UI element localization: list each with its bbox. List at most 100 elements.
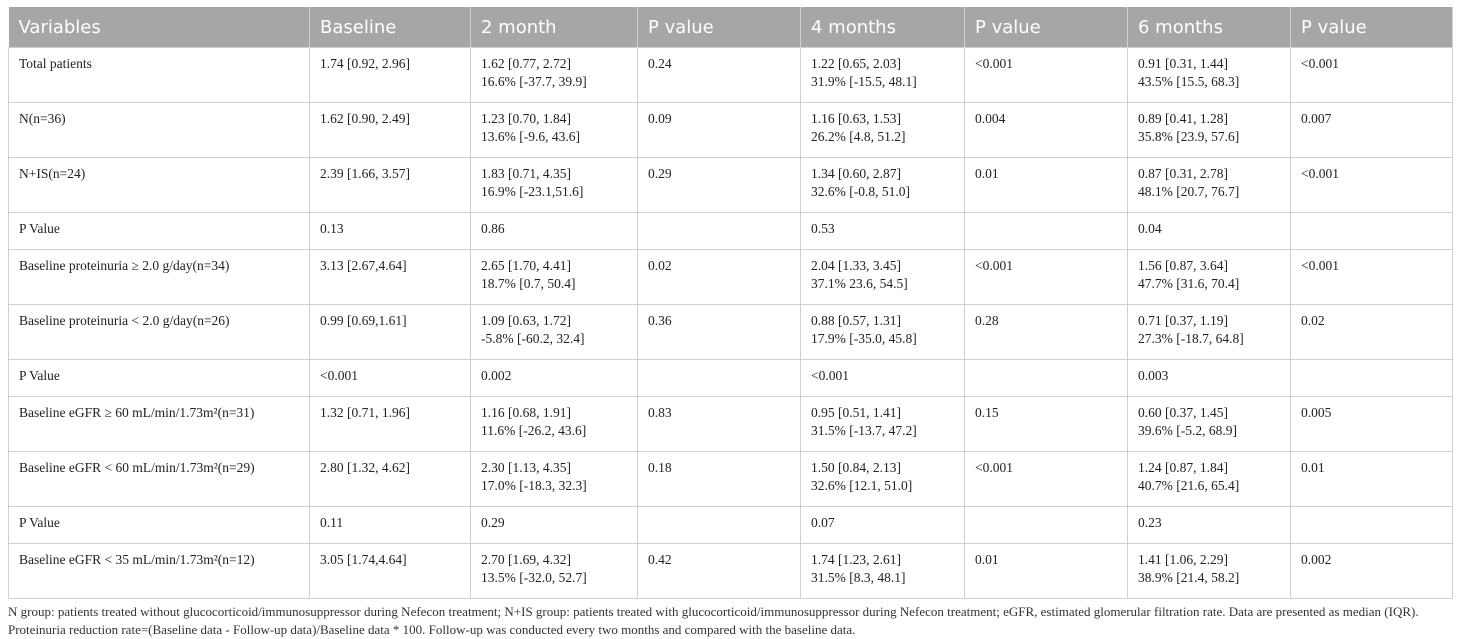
table-cell: P Value: [8, 359, 310, 397]
table-cell: <0.001: [964, 47, 1128, 103]
table-cell: [637, 506, 801, 544]
table-cell: N(n=36): [8, 102, 310, 158]
cell-line: 0.29: [481, 515, 505, 530]
cell-line: 26.2% [4.8, 51.2]: [811, 129, 906, 144]
table-cell: [1290, 212, 1453, 250]
table-cell: Total patients: [8, 47, 310, 103]
header-cell: Variables: [8, 7, 310, 48]
table-cell: 1.16 [0.63, 1.53] 26.2% [4.8, 51.2]: [800, 102, 965, 158]
cell-line: <0.001: [1301, 166, 1339, 181]
cell-line: 17.0% [-18.3, 32.3]: [481, 478, 587, 493]
cell-line: 0.42: [648, 552, 672, 567]
table-cell: 0.11: [309, 506, 471, 544]
cell-line: 0.88 [0.57, 1.31]: [811, 313, 901, 328]
cell-line: <0.001: [975, 56, 1013, 71]
table-row: Baseline eGFR < 35 mL/min/1.73m²(n=12) 3.…: [8, 543, 1453, 599]
table-cell: 0.86: [470, 212, 638, 250]
cell-line: 16.6% [-37.7, 39.9]: [481, 74, 587, 89]
table-cell: 0.71 [0.37, 1.19] 27.3% [-18.7, 64.8]: [1127, 304, 1291, 360]
cell-line: 0.13: [320, 221, 344, 236]
cell-line: 47.7% [31.6, 70.4]: [1138, 276, 1240, 291]
cell-line: 31.5% [8.3, 48.1]: [811, 570, 906, 585]
cell-line: Baseline proteinuria < 2.0 g/day(n=26): [19, 313, 230, 328]
table-cell: 0.02: [637, 249, 801, 305]
table-cell: Baseline proteinuria ≥ 2.0 g/day(n=34): [8, 249, 310, 305]
table-cell: 0.53: [800, 212, 965, 250]
table-cell: 0.002: [1290, 543, 1453, 599]
table-cell: Baseline proteinuria < 2.0 g/day(n=26): [8, 304, 310, 360]
cell-line: 31.5% [-13.7, 47.2]: [811, 423, 917, 438]
footnote: N group: patients treated without glucoc…: [8, 604, 1419, 637]
table-row: Baseline eGFR ≥ 60 mL/min/1.73m²(n=31) 1.…: [8, 396, 1453, 452]
table-cell: 2.65 [1.70, 4.41] 18.7% [0.7, 50.4]: [470, 249, 638, 305]
cell-line: 1.41 [1.06, 2.29]: [1138, 552, 1228, 567]
cell-line: 1.62 [0.77, 2.72]: [481, 56, 571, 71]
cell-line: 0.004: [975, 111, 1006, 126]
table-cell: <0.001: [1290, 47, 1453, 103]
cell-line: Baseline eGFR < 35 mL/min/1.73m²(n=12): [19, 552, 255, 567]
table-cell: 0.18: [637, 451, 801, 507]
table-row: P Value 0.11 0.29 0.07 0.23: [8, 506, 1453, 544]
table-row: Baseline eGFR < 60 mL/min/1.73m²(n=29) 2.…: [8, 451, 1453, 507]
table-cell: 0.36: [637, 304, 801, 360]
table-cell: Baseline eGFR < 35 mL/min/1.73m²(n=12): [8, 543, 310, 599]
table-cell: <0.001: [964, 249, 1128, 305]
header-cell: 6 months: [1127, 7, 1291, 48]
cell-line: 1.23 [0.70, 1.84]: [481, 111, 571, 126]
cell-line: 0.60 [0.37, 1.45]: [1138, 405, 1228, 420]
cell-line: N+IS(n=24): [19, 166, 86, 181]
table-cell: <0.001: [1290, 157, 1453, 213]
header-cell: Baseline: [309, 7, 471, 48]
table-cell: 0.89 [0.41, 1.28] 35.8% [23.9, 57.6]: [1127, 102, 1291, 158]
table-cell: [964, 359, 1128, 397]
table-cell: 0.95 [0.51, 1.41] 31.5% [-13.7, 47.2]: [800, 396, 965, 452]
header-cell: P value: [637, 7, 801, 48]
cell-line: P Value: [19, 368, 60, 383]
cell-line: N(n=36): [19, 111, 66, 126]
table-cell: <0.001: [1290, 249, 1453, 305]
table-cell: 0.15: [964, 396, 1128, 452]
table-cell: [637, 359, 801, 397]
table-cell: 0.01: [964, 157, 1128, 213]
cell-line: <0.001: [975, 460, 1013, 475]
cell-line: Baseline eGFR ≥ 60 mL/min/1.73m²(n=31): [19, 405, 255, 420]
table-cell: 0.005: [1290, 396, 1453, 452]
table-cell: 0.07: [800, 506, 965, 544]
cell-line: 32.6% [-0.8, 51.0]: [811, 184, 910, 199]
table-cell: 1.74 [1.23, 2.61] 31.5% [8.3, 48.1]: [800, 543, 965, 599]
table-cell: 0.01: [1290, 451, 1453, 507]
table-cell: 1.16 [0.68, 1.91] 11.6% [-26.2, 43.6]: [470, 396, 638, 452]
table-cell: [1290, 359, 1453, 397]
cell-line: 0.99 [0.69,1.61]: [320, 313, 407, 328]
cell-line: 1.50 [0.84, 2.13]: [811, 460, 901, 475]
cell-line: P Value: [19, 515, 60, 530]
table-cell: Baseline eGFR < 60 mL/min/1.73m²(n=29): [8, 451, 310, 507]
cell-line: 48.1% [20.7, 76.7]: [1138, 184, 1240, 199]
cell-line: 35.8% [23.9, 57.6]: [1138, 129, 1240, 144]
cell-line: 0.007: [1301, 111, 1332, 126]
table-cell: 0.88 [0.57, 1.31] 17.9% [-35.0, 45.8]: [800, 304, 965, 360]
cell-line: 0.01: [1301, 460, 1325, 475]
cell-line: <0.001: [811, 368, 849, 383]
table-cell: <0.001: [309, 359, 471, 397]
cell-line: 3.05 [1.74,4.64]: [320, 552, 407, 567]
cell-line: 1.16 [0.63, 1.53]: [811, 111, 901, 126]
table-cell: 0.91 [0.31, 1.44] 43.5% [15.5, 68.3]: [1127, 47, 1291, 103]
cell-line: 0.04: [1138, 221, 1162, 236]
cell-line: 0.91 [0.31, 1.44]: [1138, 56, 1228, 71]
cell-line: 1.34 [0.60, 2.87]: [811, 166, 901, 181]
header-cell: 4 months: [800, 7, 965, 48]
cell-line: 1.74 [1.23, 2.61]: [811, 552, 901, 567]
cell-line: 1.56 [0.87, 3.64]: [1138, 258, 1228, 273]
table-cell: 1.50 [0.84, 2.13] 32.6% [12.1, 51.0]: [800, 451, 965, 507]
table-row: P Value <0.001 0.002 <0.001 0.003: [8, 359, 1453, 397]
cell-line: 0.01: [975, 552, 999, 567]
cell-line: 43.5% [15.5, 68.3]: [1138, 74, 1240, 89]
table-cell: 0.04: [1127, 212, 1291, 250]
cell-line: 0.005: [1301, 405, 1332, 420]
cell-line: 0.53: [811, 221, 835, 236]
cell-line: Baseline proteinuria ≥ 2.0 g/day(n=34): [19, 258, 230, 273]
table-cell: 1.24 [0.87, 1.84] 40.7% [21.6, 65.4]: [1127, 451, 1291, 507]
header-cell: P value: [1290, 7, 1453, 48]
